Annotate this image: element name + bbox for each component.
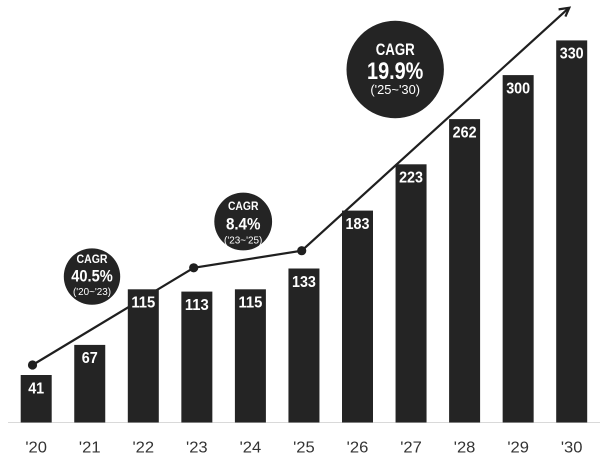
svg-text:19.9%: 19.9% bbox=[367, 58, 423, 85]
svg-text:'23: '23 bbox=[186, 439, 208, 456]
svg-text:'25: '25 bbox=[293, 439, 315, 456]
svg-text:67: 67 bbox=[82, 350, 98, 367]
svg-text:'30: '30 bbox=[561, 439, 583, 456]
svg-text:115: 115 bbox=[238, 295, 262, 312]
svg-text:'27: '27 bbox=[400, 439, 422, 456]
svg-text:'24: '24 bbox=[240, 439, 262, 456]
svg-text:113: 113 bbox=[185, 297, 209, 314]
svg-text:('23~'25): ('23~'25) bbox=[224, 234, 262, 246]
svg-text:'29: '29 bbox=[507, 439, 529, 456]
svg-text:'22: '22 bbox=[133, 439, 155, 456]
svg-text:183: 183 bbox=[346, 216, 370, 233]
svg-text:223: 223 bbox=[399, 170, 423, 187]
svg-text:('25~'30): ('25~'30) bbox=[370, 83, 420, 97]
svg-text:40.5%: 40.5% bbox=[71, 268, 113, 286]
svg-text:41: 41 bbox=[28, 380, 44, 397]
svg-text:8.4%: 8.4% bbox=[226, 216, 261, 234]
svg-text:CAGR: CAGR bbox=[376, 41, 415, 59]
svg-text:300: 300 bbox=[506, 80, 530, 97]
svg-text:('20~'23): ('20~'23) bbox=[73, 286, 111, 298]
svg-text:330: 330 bbox=[560, 46, 584, 63]
svg-text:133: 133 bbox=[292, 274, 316, 291]
svg-text:115: 115 bbox=[131, 295, 155, 312]
svg-text:'26: '26 bbox=[347, 439, 369, 456]
svg-text:262: 262 bbox=[453, 124, 477, 141]
svg-text:CAGR: CAGR bbox=[77, 254, 109, 266]
svg-text:CAGR: CAGR bbox=[228, 201, 259, 213]
svg-text:'20: '20 bbox=[25, 439, 47, 456]
svg-text:'21: '21 bbox=[79, 439, 101, 456]
svg-text:'28: '28 bbox=[454, 439, 476, 456]
